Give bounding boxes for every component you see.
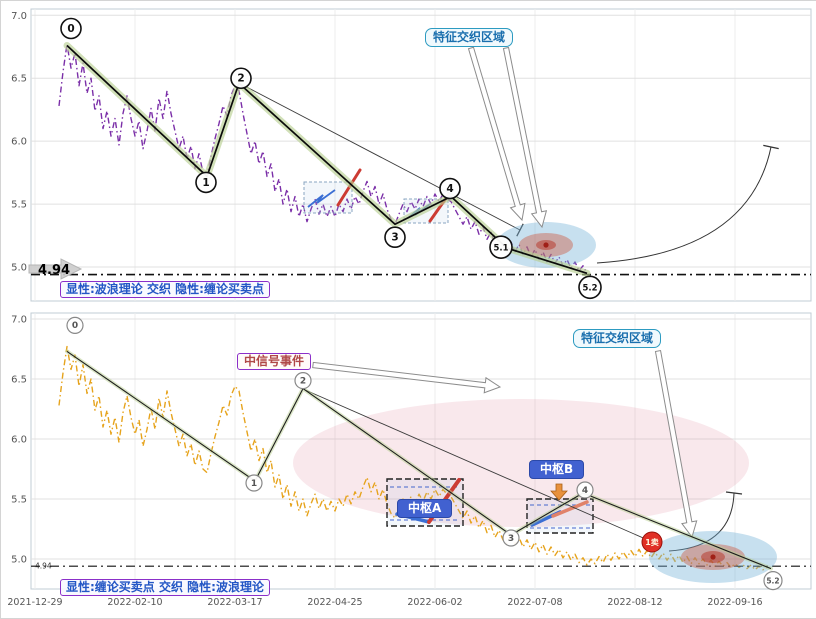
x-tick-label: 2022-04-25	[307, 597, 362, 608]
y-tick-label: 7.0	[11, 11, 27, 22]
y-tick-label: 5.5	[11, 200, 27, 211]
segment-salmon	[551, 500, 589, 518]
wave-marker-4	[439, 177, 461, 200]
pivot-b-label: 中枢B	[529, 460, 585, 479]
feature-highlight-dot	[710, 554, 716, 560]
y-tick-label: 7.0	[11, 315, 27, 326]
wave-marker-label: 1	[251, 479, 257, 489]
arc-tick	[725, 491, 743, 495]
pivot-a-label: 中枢A	[397, 499, 453, 518]
wave-marker-label: 0	[72, 321, 78, 331]
trendline-tick	[516, 223, 524, 237]
feature-callout-arrow-bottom	[654, 349, 698, 539]
trendline	[302, 388, 658, 545]
x-tick-label: 2022-08-12	[607, 597, 662, 608]
wave-marker-1	[245, 474, 263, 492]
plot-area-top	[30, 8, 812, 302]
feature-region-label-bottom: 特征交织区域	[573, 329, 662, 348]
feature-region-label-top: 特征交织区域	[425, 28, 514, 47]
x-tick-label: 2022-03-17	[207, 597, 262, 608]
wave-marker-label: 0	[67, 23, 74, 35]
y-tick-label: 6.5	[11, 74, 27, 85]
mode-label-top: 显性:波浪理论 交织 隐性:缠论买卖点	[60, 281, 270, 298]
x-tick-label: 2022-09-16	[707, 597, 762, 608]
wave-marker-5.2	[763, 570, 783, 591]
micro-trend-blue	[307, 189, 336, 208]
sell-point-badge	[641, 531, 663, 553]
arc-tick	[763, 144, 779, 150]
y-tick-label: 6.5	[11, 375, 27, 386]
price-level-label-top: 4.94	[38, 263, 70, 278]
wave-marker-3	[384, 226, 406, 249]
price-level-arrow	[28, 258, 83, 280]
wave-marker-label: 5.1	[493, 244, 508, 254]
x-tick-label: 2022-06-02	[407, 597, 462, 608]
signal-callout-arrow	[312, 361, 502, 394]
wave-marker-label: 3	[508, 534, 514, 544]
wave-marker-label: 5.2	[766, 576, 779, 585]
x-tick-label: 2022-07-08	[507, 597, 562, 608]
mode-label-bottom: 显性:缠论买卖点 交织 隐性:波浪理论	[60, 579, 270, 596]
segment-red	[336, 168, 362, 207]
y-tick-label: 5.0	[11, 263, 27, 274]
wave-marker-label: 2	[300, 376, 306, 386]
wave-marker-3	[502, 529, 520, 547]
wave-marker-0	[66, 316, 84, 334]
wave-marker-label: 4	[446, 183, 453, 195]
wave-marker-0	[60, 17, 82, 40]
wave-marker-label: 2	[237, 73, 244, 85]
arc-connector	[596, 146, 772, 264]
wave-marker-5.1	[489, 235, 513, 259]
wave-marker-4	[576, 481, 594, 499]
wave-marker-2	[294, 372, 312, 390]
plot-area-bottom	[30, 312, 812, 590]
feature-callout-arrow-top-2	[467, 46, 526, 222]
x-tick-label: 2022-02-10	[107, 597, 162, 608]
wave-marker-5.2	[578, 275, 602, 300]
y-tick-label: 6.0	[11, 137, 27, 148]
arc-connector	[668, 492, 735, 552]
feature-callout-arrow-top	[502, 46, 548, 229]
feature-highlight-dot	[543, 242, 549, 248]
consolidation-box	[303, 181, 353, 214]
y-tick-label: 5.5	[11, 495, 27, 506]
wave-marker-label: 4	[582, 486, 588, 496]
pink-highlight-region	[293, 399, 749, 527]
wave-marker-label: 5.2	[582, 284, 597, 294]
wave-marker-label: 1	[202, 177, 209, 189]
y-tick-label: 6.0	[11, 435, 27, 446]
wave-marker-1	[195, 171, 217, 194]
wave-line-bottom	[66, 350, 772, 570]
pivot-b-pointer-arrow	[550, 483, 568, 501]
wave-marker-2	[230, 67, 252, 90]
price-level-label-bottom: 4.94	[35, 562, 52, 571]
y-tick-label: 5.0	[11, 555, 27, 566]
trendline	[238, 82, 521, 231]
sell-point-badge-label: 1卖	[645, 537, 659, 547]
signal-event-label: 中信号事件	[237, 353, 312, 370]
x-tick-label: 2021-12-29	[7, 597, 62, 608]
wave-marker-label: 3	[391, 232, 398, 244]
